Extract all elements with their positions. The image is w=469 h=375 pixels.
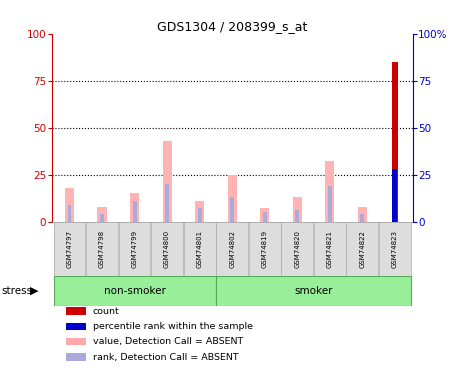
Bar [263,212,267,222]
Text: GSM74797: GSM74797 [67,230,73,268]
Bar [358,207,367,222]
Bar [346,222,378,276]
Bar [119,222,151,276]
Bar [249,222,280,276]
Bar [325,162,334,222]
Bar [100,214,104,222]
Text: GSM74798: GSM74798 [99,230,105,268]
Bar [130,194,139,222]
Bar [216,222,248,276]
Bar [66,322,85,330]
Bar [98,207,106,222]
Text: rank, Detection Call = ABSENT: rank, Detection Call = ABSENT [93,352,238,362]
Bar [260,209,269,222]
Bar [86,222,118,276]
Text: ▶: ▶ [30,286,38,296]
Bar [165,184,169,222]
Text: GSM74802: GSM74802 [229,230,235,268]
Title: GDS1304 / 208399_s_at: GDS1304 / 208399_s_at [157,20,307,33]
Bar [66,308,85,315]
Bar [66,353,85,361]
Bar [393,169,397,222]
Bar [163,141,172,222]
Text: GSM74822: GSM74822 [359,230,365,268]
Text: GSM74820: GSM74820 [294,230,300,268]
Bar [392,62,398,222]
Bar [293,197,302,222]
Text: GSM74800: GSM74800 [164,230,170,268]
Bar [393,169,397,222]
Bar [360,214,364,222]
Text: GSM74819: GSM74819 [262,230,268,268]
Bar [281,222,313,276]
Bar [328,186,332,222]
Text: smoker: smoker [294,286,333,296]
Bar [230,197,234,222]
Text: GSM74801: GSM74801 [197,230,203,268]
Text: stress: stress [1,286,32,296]
Bar [295,210,299,222]
Text: percentile rank within the sample: percentile rank within the sample [93,322,253,331]
Text: GSM74821: GSM74821 [327,230,333,268]
Bar [133,201,136,222]
Bar [53,222,85,276]
Text: non-smoker: non-smoker [104,286,166,296]
Bar [53,276,216,306]
Text: count: count [93,306,120,315]
Bar [314,222,346,276]
Bar [195,201,204,222]
Bar [68,205,71,222]
Bar [216,276,411,306]
Bar [184,222,216,276]
Bar [65,188,74,222]
Bar [151,222,183,276]
Text: GSM74823: GSM74823 [392,230,398,268]
Bar [379,222,411,276]
Bar [66,338,85,345]
Bar [197,209,202,222]
Text: GSM74799: GSM74799 [131,230,137,268]
Text: value, Detection Call = ABSENT: value, Detection Call = ABSENT [93,337,243,346]
Bar [227,175,237,222]
